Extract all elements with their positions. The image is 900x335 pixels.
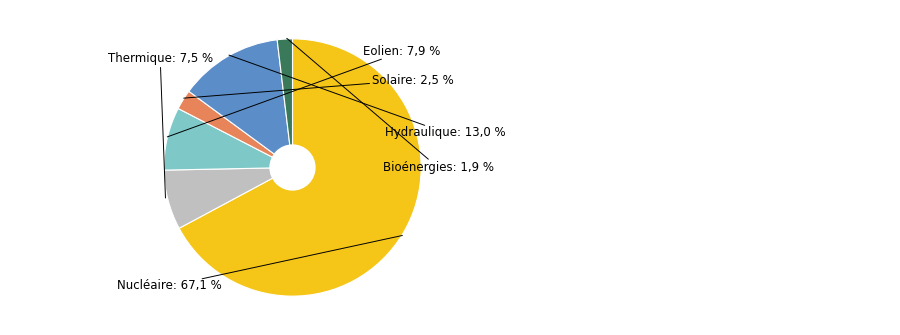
- Text: Thermique: 7,5 %: Thermique: 7,5 %: [108, 52, 212, 198]
- Text: Hydraulique: 13,0 %: Hydraulique: 13,0 %: [229, 55, 506, 139]
- Wedge shape: [277, 39, 292, 168]
- Text: Eolien: 7,9 %: Eolien: 7,9 %: [167, 45, 441, 137]
- Wedge shape: [179, 39, 421, 296]
- Wedge shape: [164, 109, 292, 170]
- Wedge shape: [189, 40, 292, 168]
- Circle shape: [269, 144, 316, 191]
- Wedge shape: [178, 91, 292, 168]
- Wedge shape: [164, 168, 292, 228]
- Text: Solaire: 2,5 %: Solaire: 2,5 %: [184, 73, 454, 98]
- Text: Bioénergies: 1,9 %: Bioénergies: 1,9 %: [287, 38, 493, 174]
- Text: Nucléaire: 67,1 %: Nucléaire: 67,1 %: [117, 236, 402, 292]
